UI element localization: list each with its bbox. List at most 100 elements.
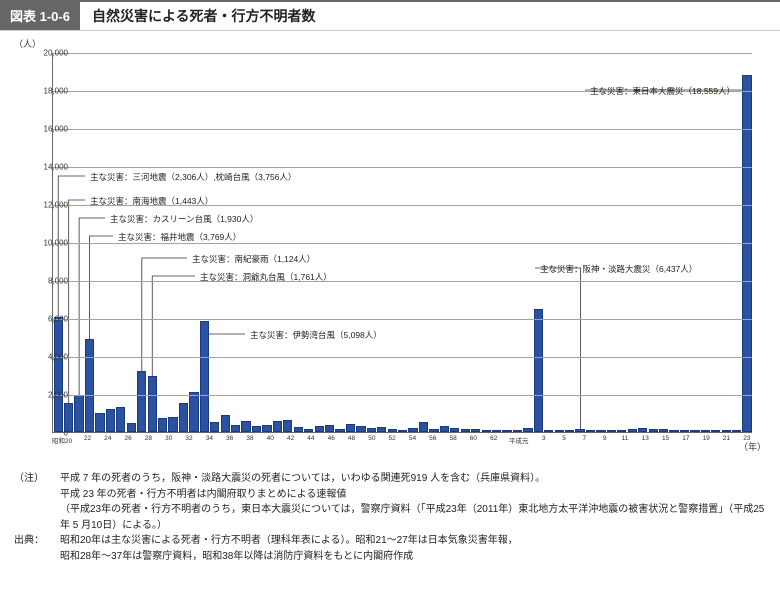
y-tick-label: 2,000 <box>32 391 68 400</box>
bar <box>54 317 63 432</box>
y-tick-label: 16,000 <box>32 125 68 134</box>
note-body: 平成 7 年の死者のうち，阪神・淡路大震災の死者については，いわゆる関連死919… <box>60 471 766 533</box>
x-tick-label: 38 <box>245 435 255 445</box>
x-tick-label: 15 <box>660 435 670 445</box>
bar <box>659 429 668 432</box>
x-tick-label <box>397 435 407 445</box>
grid-line <box>53 281 752 282</box>
x-tick-label: 42 <box>286 435 296 445</box>
grid-line <box>53 91 752 92</box>
x-ticks: 昭和20222426283032343638404244464850525456… <box>52 435 752 445</box>
x-tick-label: 58 <box>448 435 458 445</box>
x-tick-label <box>235 435 245 445</box>
bar <box>377 427 386 432</box>
x-tick-label <box>153 435 163 445</box>
bar <box>544 430 553 432</box>
bar <box>273 421 282 432</box>
x-tick-label <box>316 435 326 445</box>
x-tick-label <box>296 435 306 445</box>
x-tick-label <box>214 435 224 445</box>
x-tick-label: 44 <box>306 435 316 445</box>
x-tick-label <box>357 435 367 445</box>
bar <box>628 429 637 432</box>
bar <box>534 309 543 432</box>
bar <box>294 427 303 432</box>
x-tick-label <box>72 435 82 445</box>
x-tick-label: 62 <box>489 435 499 445</box>
bar <box>168 417 177 432</box>
bar <box>408 428 417 432</box>
bar <box>732 430 741 432</box>
x-tick-label <box>711 435 721 445</box>
x-tick-label <box>610 435 620 445</box>
x-tick-label <box>275 435 285 445</box>
bar <box>450 428 459 432</box>
x-tick-label <box>732 435 742 445</box>
bar <box>398 430 407 432</box>
bar <box>283 420 292 432</box>
bar <box>586 430 595 432</box>
note-line: 平成 7 年の死者のうち，阪神・淡路大震災の死者については，いわゆる関連死919… <box>60 471 766 487</box>
grid-line <box>53 167 752 168</box>
bar <box>231 425 240 432</box>
title-row: 図表 1-0-6 自然災害による死者・行方不明者数 <box>0 2 780 31</box>
bar <box>649 429 658 432</box>
figure-title: 自然災害による死者・行方不明者数 <box>80 2 328 30</box>
bar <box>158 418 167 432</box>
note-line: 平成 23 年の死者・行方不明者は内閣府取りまとめによる速報値 <box>60 487 766 503</box>
source-body: 昭和20年は主な災害による死者・行方不明者（理科年表による）。昭和21～27年は… <box>60 533 766 564</box>
notes-block: （注） 平成 7 年の死者のうち，阪神・淡路大震災の死者については，いわゆる関連… <box>0 461 780 578</box>
bar <box>74 395 83 432</box>
x-tick-label: 56 <box>428 435 438 445</box>
x-tick-label: 60 <box>468 435 478 445</box>
y-tick-label: 8,000 <box>32 277 68 286</box>
bar <box>722 430 731 432</box>
bar <box>189 392 198 432</box>
x-tick-label <box>671 435 681 445</box>
note-line: （平成23年の死者・行方不明者のうち，東日本大震災については，警察庁資料（「平成… <box>60 502 766 533</box>
x-tick-label: 19 <box>701 435 711 445</box>
x-tick-label: 3 <box>539 435 549 445</box>
bar <box>429 429 438 432</box>
note-label: （注） <box>14 471 60 533</box>
source-line: 昭和20年は主な災害による死者・行方不明者（理科年表による）。昭和21～27年は… <box>60 533 766 549</box>
y-tick-label: 20,000 <box>32 49 68 58</box>
bar <box>419 422 428 432</box>
bar <box>502 430 511 432</box>
x-tick-label <box>569 435 579 445</box>
bar <box>346 424 355 432</box>
grid-line <box>53 53 752 54</box>
bar <box>85 339 94 432</box>
y-tick-label: 6,000 <box>32 315 68 324</box>
y-tick-label: 18,000 <box>32 87 68 96</box>
y-tick-label: 4,000 <box>32 353 68 362</box>
bar <box>325 425 334 432</box>
x-tick-label <box>691 435 701 445</box>
bar <box>555 430 564 432</box>
source-line: 昭和28年～37年は警察庁資料，昭和38年以降は消防庁資料をもとに内閣府作成 <box>60 549 766 565</box>
x-tick-label <box>194 435 204 445</box>
x-tick-label: 17 <box>681 435 691 445</box>
grid-line <box>53 319 752 320</box>
bar <box>638 428 647 432</box>
source-label: 出典： <box>14 533 60 564</box>
x-tick-label <box>113 435 123 445</box>
bar <box>575 429 584 432</box>
bar <box>367 428 376 432</box>
x-tick-label: 22 <box>82 435 92 445</box>
bar <box>669 430 678 432</box>
x-tick-label: 48 <box>346 435 356 445</box>
x-tick-label <box>630 435 640 445</box>
bar <box>565 430 574 432</box>
bar <box>315 426 324 432</box>
bar <box>388 429 397 432</box>
y-tick-label: 10,000 <box>32 239 68 248</box>
bar <box>701 430 710 432</box>
bar <box>596 430 605 432</box>
grid-line <box>53 205 752 206</box>
x-tick-label <box>336 435 346 445</box>
bar <box>179 403 188 432</box>
x-tick-label <box>255 435 265 445</box>
x-tick-label <box>528 435 538 445</box>
y-tick-label: 14,000 <box>32 163 68 172</box>
